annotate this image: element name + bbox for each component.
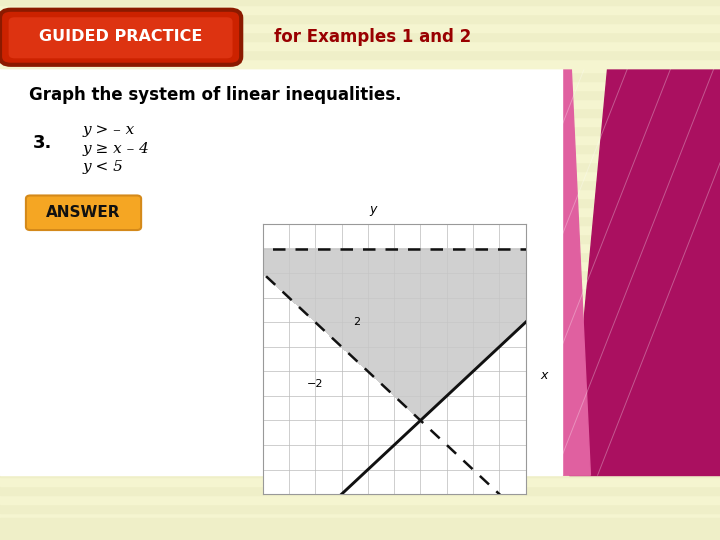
Bar bbox=[0, 405, 720, 414]
Bar bbox=[0, 234, 720, 243]
Bar bbox=[0, 36, 720, 45]
Bar bbox=[0, 306, 720, 315]
Polygon shape bbox=[346, 16, 432, 475]
Bar bbox=[0, 126, 720, 135]
Bar bbox=[0, 9, 720, 18]
Bar bbox=[0, 99, 720, 108]
Bar bbox=[0, 45, 720, 54]
Bar bbox=[0, 23, 720, 31]
Bar bbox=[0, 468, 720, 477]
Bar bbox=[0, 252, 720, 261]
Bar bbox=[0, 31, 720, 40]
Text: Graph the system of linear inequalities.: Graph the system of linear inequalities. bbox=[29, 85, 401, 104]
Bar bbox=[0, 153, 720, 162]
Bar bbox=[0, 504, 720, 513]
Text: y > – x: y > – x bbox=[83, 123, 135, 137]
Bar bbox=[0, 315, 720, 324]
Bar bbox=[0, 477, 720, 486]
Bar bbox=[0, 4, 720, 14]
Bar bbox=[0, 342, 720, 351]
Bar bbox=[0, 270, 720, 279]
Bar bbox=[0, 11, 562, 475]
Bar bbox=[0, 198, 720, 207]
Bar bbox=[0, 144, 720, 153]
Bar bbox=[0, 0, 720, 68]
Bar bbox=[0, 135, 720, 144]
Bar bbox=[0, 441, 720, 450]
Bar bbox=[0, 423, 720, 432]
Bar bbox=[0, 72, 720, 81]
Bar bbox=[0, 189, 720, 198]
Bar bbox=[0, 243, 720, 252]
Bar bbox=[0, 333, 720, 342]
Bar bbox=[0, 513, 720, 522]
Text: x: x bbox=[540, 369, 548, 382]
Bar bbox=[0, 171, 720, 180]
Text: ANSWER: ANSWER bbox=[46, 205, 121, 220]
Bar bbox=[0, 518, 720, 540]
Polygon shape bbox=[403, 16, 504, 475]
Bar bbox=[0, 58, 720, 68]
Bar bbox=[0, 351, 720, 360]
Bar bbox=[0, 162, 720, 171]
Bar bbox=[0, 207, 720, 216]
Bar bbox=[0, 27, 720, 36]
Bar bbox=[0, 18, 720, 27]
Bar bbox=[0, 180, 720, 189]
Text: GUIDED PRACTICE: GUIDED PRACTICE bbox=[40, 29, 202, 44]
Bar bbox=[0, 117, 720, 126]
Bar bbox=[0, 387, 720, 396]
Bar bbox=[0, 63, 720, 72]
Bar bbox=[0, 414, 720, 423]
Bar bbox=[0, 432, 720, 441]
Bar bbox=[0, 378, 720, 387]
Text: 2: 2 bbox=[353, 318, 360, 327]
Bar bbox=[0, 90, 720, 99]
Polygon shape bbox=[569, 16, 720, 475]
Bar bbox=[0, 40, 720, 50]
Text: for Examples 1 and 2: for Examples 1 and 2 bbox=[274, 28, 471, 46]
Bar bbox=[0, 369, 720, 378]
Bar bbox=[0, 50, 720, 58]
Text: y < 5: y < 5 bbox=[83, 160, 124, 174]
Bar bbox=[0, 14, 720, 23]
Bar bbox=[0, 0, 720, 4]
Bar bbox=[0, 297, 720, 306]
Bar bbox=[0, 54, 720, 63]
Text: 3.: 3. bbox=[32, 134, 52, 152]
Text: −2: −2 bbox=[307, 379, 323, 389]
Bar bbox=[0, 279, 720, 288]
Bar bbox=[0, 531, 720, 540]
Bar bbox=[0, 225, 720, 234]
Bar bbox=[0, 396, 720, 405]
Bar bbox=[0, 81, 720, 90]
Bar bbox=[0, 522, 720, 531]
Text: y: y bbox=[369, 203, 377, 216]
Text: y ≥ x – 4: y ≥ x – 4 bbox=[83, 141, 150, 156]
Bar bbox=[0, 459, 720, 468]
Bar bbox=[0, 288, 720, 297]
Bar bbox=[0, 495, 720, 504]
Bar bbox=[0, 261, 720, 270]
Bar bbox=[0, 0, 720, 9]
Bar bbox=[0, 216, 720, 225]
Bar bbox=[0, 108, 720, 117]
Bar bbox=[0, 324, 720, 333]
Bar bbox=[0, 486, 720, 495]
Bar bbox=[0, 450, 720, 459]
Polygon shape bbox=[468, 16, 590, 475]
Bar bbox=[0, 360, 720, 369]
